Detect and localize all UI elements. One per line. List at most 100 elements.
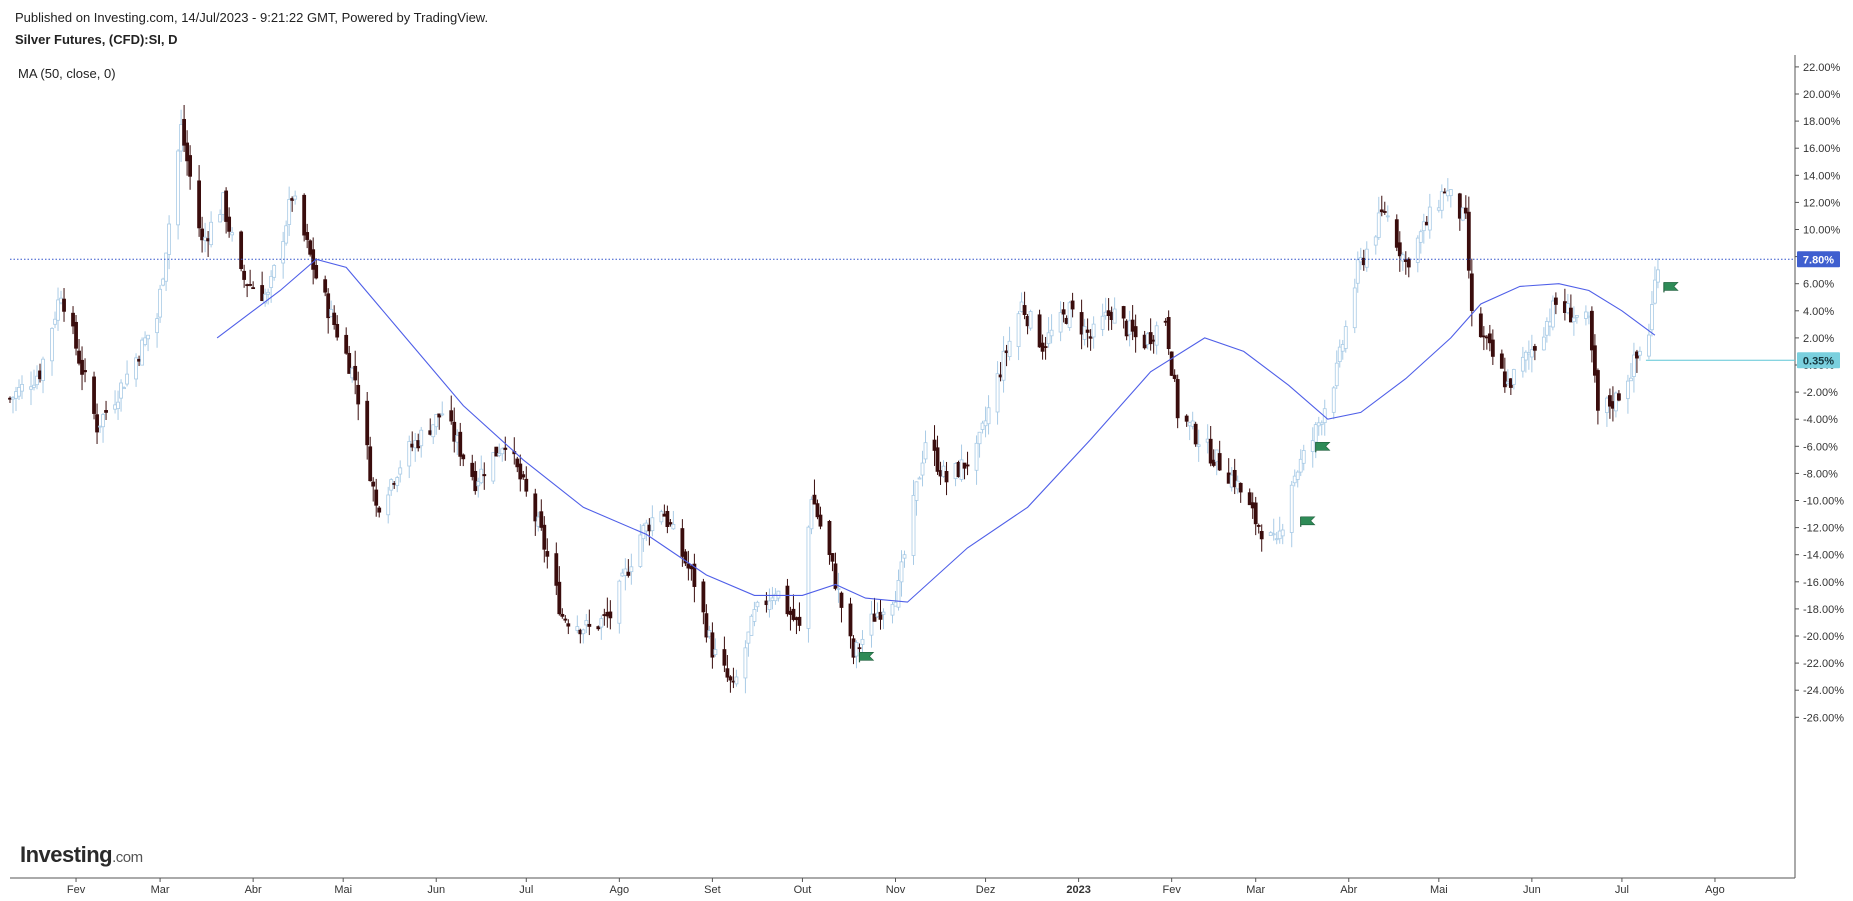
- candle-body: [59, 297, 63, 304]
- candle-body: [560, 613, 565, 617]
- candle-body: [1490, 339, 1495, 357]
- chart-axes: [10, 55, 1796, 879]
- candle-body: [977, 431, 982, 445]
- candle-body: [377, 507, 382, 513]
- candle-body: [902, 554, 907, 559]
- candle-body: [1499, 353, 1504, 369]
- candle-body: [1106, 310, 1111, 317]
- candle-body: [239, 231, 244, 269]
- candle-body: [419, 429, 424, 447]
- candle-body: [1295, 471, 1300, 480]
- candle-body: [584, 620, 589, 626]
- candle-body: [1127, 320, 1132, 335]
- x-tick-label: Set: [704, 884, 721, 896]
- flag-marker: [1315, 442, 1331, 453]
- x-tick-label: Mai: [1430, 884, 1448, 896]
- candle-body: [911, 494, 916, 556]
- candle-body: [308, 240, 313, 255]
- candle-body: [1196, 444, 1201, 447]
- candle-body: [1592, 345, 1597, 376]
- candle-body: [1310, 440, 1315, 452]
- candle-body: [881, 611, 886, 615]
- candle-body: [1334, 362, 1339, 387]
- candle-body: [113, 404, 117, 410]
- candle-body: [986, 407, 991, 425]
- candle-body: [767, 600, 772, 610]
- candle-body: [1250, 502, 1255, 509]
- candle-body: [1301, 450, 1306, 464]
- candle-body: [155, 318, 159, 334]
- candle-body: [932, 439, 937, 451]
- candle-body: [689, 565, 694, 570]
- candle-body: [473, 470, 478, 492]
- candle-body: [164, 252, 168, 282]
- candle-body: [602, 614, 607, 616]
- candle-body: [749, 615, 754, 636]
- candle-body: [302, 194, 307, 236]
- candle-body: [671, 523, 676, 530]
- candle-body: [1505, 381, 1510, 385]
- investing-logo: Investing.com: [20, 842, 143, 867]
- candle-body: [284, 225, 289, 244]
- candle-body: [710, 632, 715, 658]
- candle-body: [788, 610, 793, 615]
- x-tick-label: Abr: [245, 884, 262, 896]
- candle-body: [77, 350, 81, 364]
- candle-body: [218, 214, 223, 223]
- candle-body: [848, 603, 853, 637]
- candle-body: [116, 401, 120, 410]
- candle-body: [143, 337, 147, 345]
- y-tick-label: 18.00%: [1803, 116, 1841, 128]
- candle-body: [830, 553, 835, 562]
- candle-body: [365, 400, 370, 446]
- candle-body: [203, 236, 208, 241]
- x-tick-label: Jul: [1615, 884, 1629, 896]
- ma-layer: [216, 258, 1656, 603]
- candle-body: [857, 647, 862, 650]
- candle-body: [1617, 393, 1621, 401]
- y-tick-label: 10.00%: [1803, 225, 1841, 237]
- candle-body: [1001, 350, 1006, 381]
- candle-body: [1379, 209, 1384, 213]
- candle-body: [1091, 323, 1096, 338]
- candle-body: [71, 312, 75, 327]
- candle-body: [980, 422, 985, 430]
- candle-body: [1259, 531, 1264, 540]
- candle-body: [1331, 387, 1336, 413]
- candle-body: [1058, 312, 1063, 333]
- candle-body: [389, 479, 394, 491]
- candle-body: [833, 563, 838, 589]
- candle-body: [686, 563, 691, 569]
- candle-body: [1124, 320, 1129, 337]
- candle-body: [1565, 303, 1570, 314]
- candle-body: [869, 613, 874, 636]
- candle-body: [398, 467, 403, 475]
- candle-body: [1574, 315, 1579, 318]
- candle-body: [854, 642, 859, 657]
- candle-body: [794, 617, 799, 621]
- candle-body: [1172, 374, 1177, 379]
- candle-body: [983, 420, 988, 427]
- candle-body: [1211, 459, 1216, 466]
- candle-body: [554, 553, 559, 586]
- candle-body: [227, 216, 232, 232]
- price-lines-layer: [10, 258, 1795, 361]
- price-badges: 7.80% 0.35%: [1797, 251, 1840, 369]
- flag-marker: [858, 652, 875, 663]
- candle-body: [713, 649, 718, 655]
- candle-body: [125, 373, 129, 385]
- candle-body: [500, 448, 505, 455]
- candle-body: [1448, 189, 1453, 197]
- candle-body: [1070, 300, 1075, 310]
- candle-body: [206, 238, 211, 242]
- candle-body: [29, 386, 33, 390]
- candle-body: [1629, 377, 1633, 382]
- candle-body: [470, 462, 475, 477]
- candle-body: [965, 464, 970, 467]
- candle-body: [260, 285, 265, 302]
- candle-body: [1256, 525, 1261, 527]
- candle-body: [1130, 319, 1135, 332]
- candle-body: [1247, 492, 1252, 506]
- candle-body: [1049, 329, 1054, 337]
